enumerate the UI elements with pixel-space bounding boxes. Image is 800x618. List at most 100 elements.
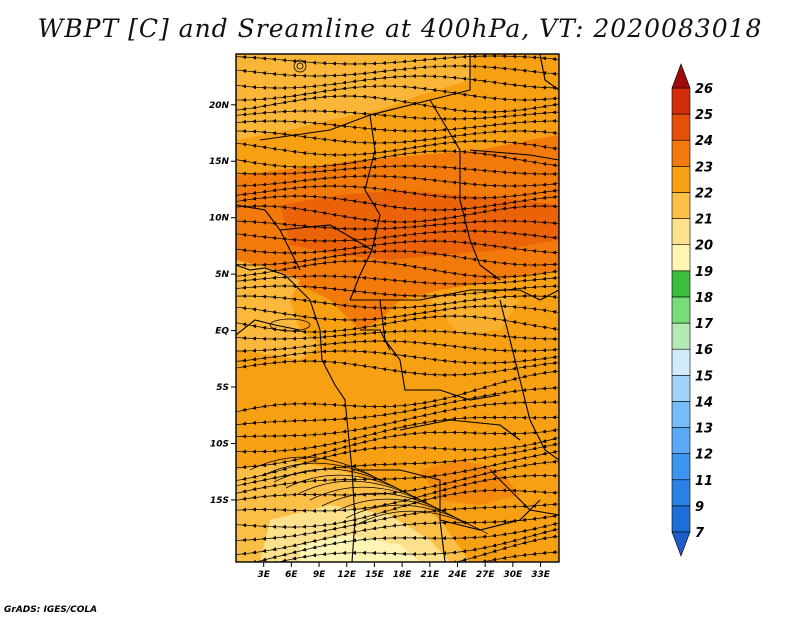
colorbar-swatch [671, 270, 691, 298]
lat-label: EQ [215, 327, 229, 337]
colorbar-label: 23 [695, 160, 713, 175]
colorbar-label: 12 [695, 448, 713, 463]
streamline [321, 492, 453, 517]
streamline-vortex [296, 62, 304, 70]
grads-credit: GrADS: IGES/COLA [4, 605, 98, 615]
chart-title: WBPT [C] and Sreamline at 400hPa, VT: 20… [37, 14, 763, 43]
colorbar-swatch [671, 192, 691, 219]
streamline [285, 474, 417, 499]
lat-label: 20N [209, 101, 230, 111]
border-line [489, 469, 559, 516]
colorbar-label: 11 [695, 474, 713, 489]
lat-label: 5S [216, 383, 229, 393]
streamline [345, 504, 477, 529]
lon-label: 24E [448, 570, 468, 580]
colorbar-swatch [671, 113, 691, 141]
colorbar-swatch [671, 348, 691, 376]
lat-label: 10S [210, 439, 229, 449]
colorbar-label: 15 [695, 369, 713, 384]
streamline [249, 456, 381, 481]
streamline [236, 218, 559, 232]
map-axes: 20N 15N 10N 5N EQ 5S 10S 15S 3E 6E 9E 12E 15E 18E 21E 2… [209, 101, 551, 580]
border-line [469, 149, 559, 161]
colorbar-label: 22 [695, 186, 713, 201]
streamline [357, 510, 489, 535]
lat-label: 15N [209, 157, 230, 167]
colorbar-swatch [671, 427, 691, 454]
border-line [236, 204, 301, 271]
streamline [236, 108, 559, 122]
colorbar-swatch [671, 505, 691, 533]
colorbar-swatch [671, 166, 691, 193]
border-line [259, 54, 471, 141]
streamline [241, 550, 559, 562]
streamline [309, 486, 441, 511]
lon-label: 9E [313, 570, 326, 580]
colorbar-swatch [671, 218, 691, 246]
colorbar-swatch [671, 87, 691, 115]
colorbar-label: 13 [695, 422, 713, 437]
lat-label: 10N [209, 214, 230, 224]
lon-label: 6E [285, 570, 298, 580]
colorbar-swatch [671, 244, 691, 272]
streamline-vortex [293, 59, 307, 73]
colorbar-label: 7 [695, 526, 705, 541]
colorbar-label: 25 [695, 108, 713, 123]
border-line [399, 419, 521, 441]
map-frame [235, 53, 560, 563]
border-line [539, 54, 559, 91]
colorbar-label: 16 [695, 343, 713, 358]
streamline [333, 498, 465, 523]
colorbar-label: 19 [695, 265, 713, 280]
lon-label: 30E [504, 570, 524, 580]
colorbar-label: 9 [695, 500, 704, 515]
lon-label: 21E [420, 570, 440, 580]
colorbar-label: 21 [695, 213, 713, 228]
streamline [261, 462, 393, 487]
lon-label: 3E [257, 570, 270, 580]
border-line [499, 299, 559, 461]
lon-label: 27E [476, 570, 496, 580]
map-panel: 20N 15N 10N 5N EQ 5S 10S 15S 3E 6E 9E 12E 15E 18E 21E 2… [209, 53, 560, 580]
colorbar-swatch [671, 374, 691, 402]
lon-label: 33E [531, 570, 551, 580]
colorbar-arrow-high [671, 63, 691, 89]
border-line [349, 114, 381, 301]
colorbar-swatch [671, 479, 691, 507]
streamline [241, 534, 559, 562]
streamline [297, 480, 429, 505]
colorbar-swatch [671, 401, 691, 428]
colorbar-label: 14 [695, 395, 713, 410]
colorbar-label: 26 [695, 82, 713, 97]
country-borders [236, 54, 559, 562]
colorbar-swatch [671, 139, 691, 167]
colorbar-label: 17 [695, 317, 714, 332]
border-line [236, 319, 301, 336]
border-line [429, 99, 501, 281]
border-line [279, 224, 373, 251]
streamlines [236, 54, 559, 562]
lat-label: 15S [210, 496, 229, 506]
streamline-vortex [269, 318, 311, 332]
streamline [273, 468, 405, 493]
colorbar: 7 9 11 12 13 14 15 16 17 18 19 20 21 22 23 24 25 26 [671, 63, 714, 557]
border-line [360, 329, 391, 351]
border-line [350, 289, 541, 301]
lon-label: 15E [365, 570, 385, 580]
colorbar-swatch [671, 322, 691, 350]
streamline [236, 54, 559, 67]
colorbar-label: 18 [695, 291, 713, 306]
border-line [539, 289, 559, 301]
streamline [236, 163, 559, 177]
lon-label: 18E [393, 570, 413, 580]
lon-label: 12E [337, 570, 357, 580]
colorbar-label: 20 [695, 239, 713, 254]
lat-label: 5N [215, 270, 229, 280]
border-line [236, 264, 356, 562]
colorbar-swatch [671, 296, 691, 324]
colorbar-swatch [671, 453, 691, 481]
colorbar-arrow-low [671, 531, 691, 557]
colorbar-label: 24 [695, 134, 713, 149]
streamline [236, 273, 559, 287]
